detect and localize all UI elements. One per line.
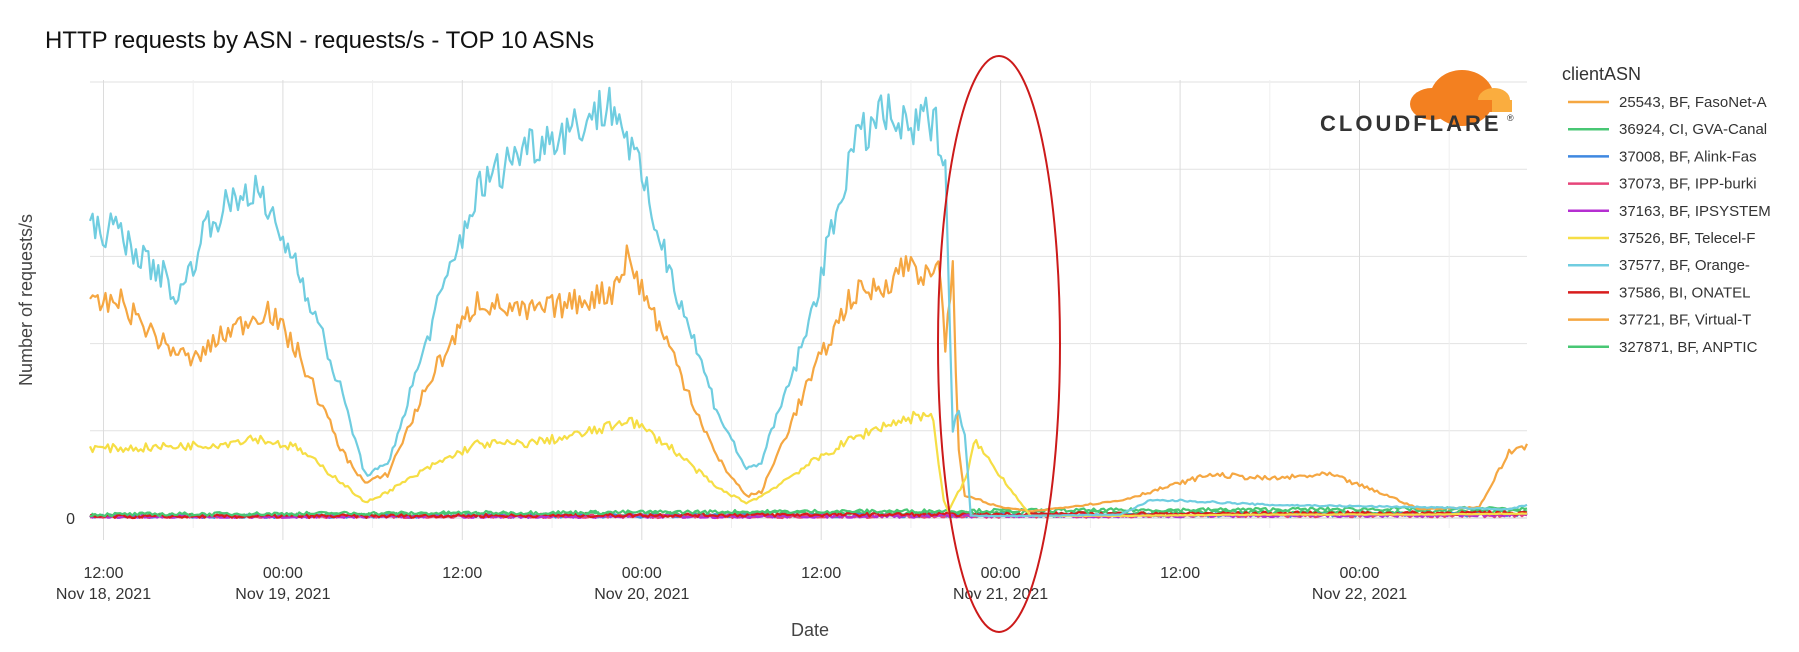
cloud-icon	[1410, 70, 1512, 126]
legend-label: 37577, BF, Orange-	[1619, 257, 1750, 274]
x-tick-time: 00:00	[263, 565, 303, 582]
x-tick-date: Nov 18, 2021	[56, 586, 151, 603]
grid	[90, 80, 1527, 540]
x-tick-date: Nov 21, 2021	[953, 586, 1048, 603]
legend-label: 327871, BF, ANPTIC	[1619, 339, 1758, 356]
series-line	[89, 505, 1528, 518]
registered-mark: ®	[1507, 113, 1514, 123]
y-axis-label: Number of requests/s	[16, 214, 36, 386]
series-line	[88, 86, 1528, 518]
series-line	[89, 410, 1528, 518]
x-tick-time: 12:00	[442, 565, 482, 582]
x-tick-date: Nov 20, 2021	[594, 586, 689, 603]
legend: clientASN 25543, BF, FasoNet-A 36924, CI,…	[1562, 64, 1771, 356]
chart-title: HTTP requests by ASN - requests/s - TOP …	[45, 27, 594, 54]
legend-label: 37586, BI, ONATEL	[1619, 284, 1750, 301]
x-tick-date: Nov 19, 2021	[235, 586, 330, 603]
annotation-ellipse	[937, 55, 1061, 633]
legend-item[interactable]: 37163, BF, IPSYSTEM	[1568, 203, 1771, 220]
y-tick-label: 0	[66, 511, 75, 528]
axis-ticks: 0 12:00 Nov 18, 2021 00:00 Nov 19, 2021 12:00…	[56, 511, 1407, 603]
legend-item[interactable]: 36924, CI, GVA-Canal	[1568, 121, 1767, 138]
legend-label: 37526, BF, Telecel-F	[1619, 230, 1755, 247]
legend-item[interactable]: 37586, BI, ONATEL	[1568, 284, 1750, 301]
legend-item[interactable]: 37721, BF, Virtual-T	[1568, 312, 1751, 329]
legend-label: 37163, BF, IPSYSTEM	[1619, 203, 1771, 220]
x-tick-time: 00:00	[1339, 565, 1379, 582]
x-tick-time: 12:00	[801, 565, 841, 582]
series-line	[89, 244, 1528, 513]
cloudflare-wordmark: CLOUDFLARE	[1320, 111, 1502, 136]
x-tick-time: 12:00	[1160, 565, 1200, 582]
cloudflare-logo: CLOUDFLARE ®	[1320, 70, 1514, 136]
legend-item[interactable]: 37073, BF, IPP-burki	[1568, 176, 1757, 193]
x-tick-time: 12:00	[83, 565, 123, 582]
legend-label: 37073, BF, IPP-burki	[1619, 176, 1757, 193]
legend-item[interactable]: 37008, BF, Alink-Fas	[1568, 148, 1757, 165]
legend-label: 37008, BF, Alink-Fas	[1619, 148, 1757, 165]
legend-item[interactable]: 25543, BF, FasoNet-A	[1568, 94, 1767, 111]
x-tick-time: 00:00	[981, 565, 1021, 582]
legend-item[interactable]: 37577, BF, Orange-	[1568, 257, 1750, 274]
x-tick-time: 00:00	[622, 565, 662, 582]
legend-label: 25543, BF, FasoNet-A	[1619, 94, 1767, 111]
legend-label: 37721, BF, Virtual-T	[1619, 312, 1751, 329]
legend-title: clientASN	[1562, 64, 1641, 84]
legend-label: 36924, CI, GVA-Canal	[1619, 121, 1767, 138]
legend-item[interactable]: 37526, BF, Telecel-F	[1568, 230, 1755, 247]
plot-area	[88, 86, 1528, 520]
legend-item[interactable]: 327871, BF, ANPTIC	[1568, 339, 1758, 356]
x-axis-label: Date	[791, 620, 829, 640]
x-tick-date: Nov 22, 2021	[1312, 586, 1407, 603]
